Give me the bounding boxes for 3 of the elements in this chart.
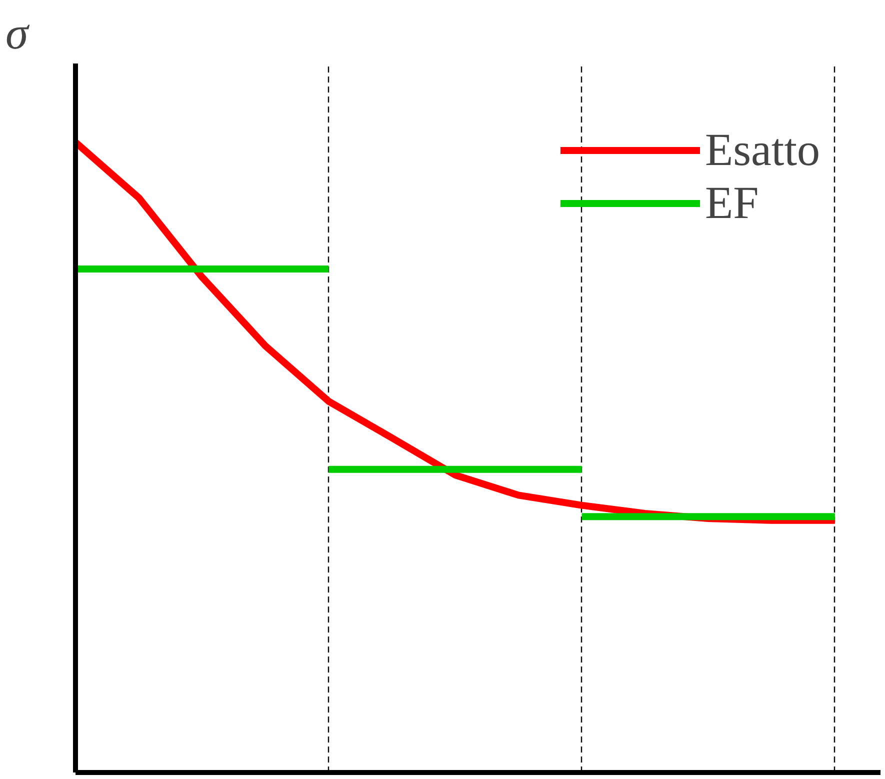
y-axis-title: σ (6, 8, 30, 58)
legend-label: EF (705, 176, 759, 229)
legend-label: Esatto (705, 123, 820, 176)
